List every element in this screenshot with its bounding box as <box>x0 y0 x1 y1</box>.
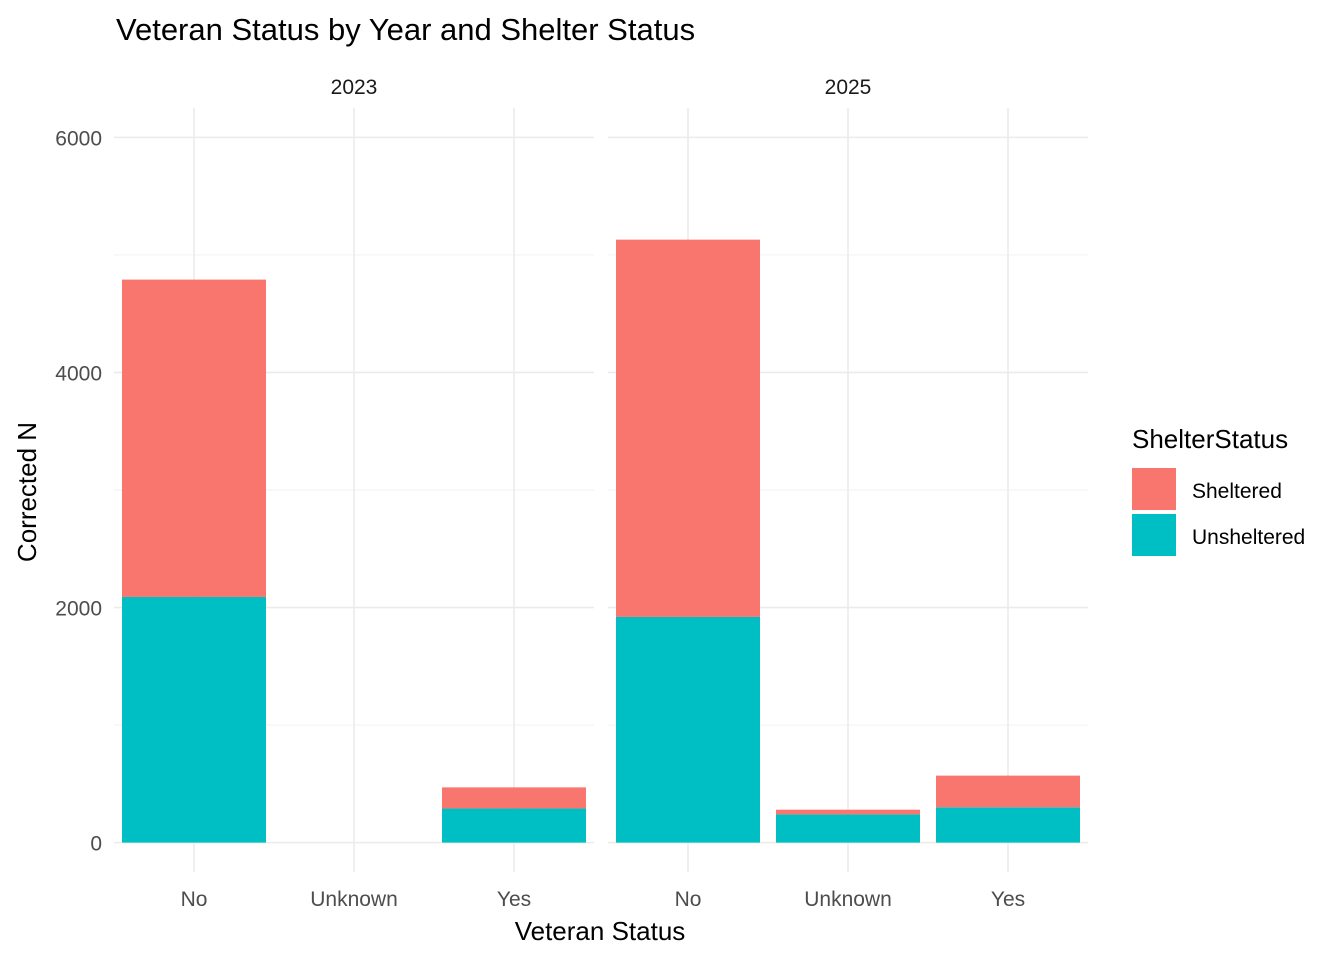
facet-panel-2023: No Unknown Yes 2023 <box>114 76 594 911</box>
y-tick-label: 6000 <box>55 127 102 150</box>
x-tick-label: Unknown <box>310 888 398 911</box>
bar-2025-unknown-unsheltered <box>776 814 920 843</box>
x-tick-label: Yes <box>991 888 1025 911</box>
facet-strip-label: 2023 <box>331 76 378 99</box>
bar-2025-no-unsheltered <box>616 616 760 843</box>
legend: ShelterStatus Sheltered Unsheltered <box>1132 424 1305 556</box>
bar-2025-no-sheltered <box>616 239 760 617</box>
bar-2025-yes-unsheltered <box>936 807 1080 843</box>
legend-label-unsheltered: Unsheltered <box>1192 526 1305 549</box>
y-tick-label: 4000 <box>55 362 102 385</box>
bar-2025-yes-sheltered <box>936 775 1080 808</box>
x-tick-label: No <box>675 888 702 911</box>
bar-2023-no-unsheltered <box>122 596 266 843</box>
bar-2023-no-sheltered <box>122 279 266 597</box>
x-tick-label: Yes <box>497 888 531 911</box>
bar-2023-yes-sheltered <box>442 787 586 809</box>
x-tick-label: Unknown <box>804 888 892 911</box>
y-tick-label: 2000 <box>55 598 102 621</box>
y-axis-title: Corrected N <box>12 422 42 562</box>
facet-panels: No Unknown Yes 2023 No Unknown Yes 2025 <box>114 76 1088 911</box>
bar-2023-yes-unsheltered <box>442 808 586 843</box>
legend-key-unsheltered <box>1132 514 1176 556</box>
legend-label-sheltered: Sheltered <box>1192 480 1282 503</box>
bar-2025-unknown-sheltered <box>776 809 920 815</box>
chart-title: Veteran Status by Year and Shelter Statu… <box>116 12 695 47</box>
y-tick-label: 0 <box>90 833 102 856</box>
legend-key-sheltered <box>1132 468 1176 510</box>
facet-panel-2025: No Unknown Yes 2025 <box>608 76 1088 911</box>
legend-title: ShelterStatus <box>1132 424 1288 454</box>
x-tick-label: No <box>181 888 208 911</box>
facet-strip-label: 2025 <box>825 76 872 99</box>
x-axis-title: Veteran Status <box>515 916 686 946</box>
